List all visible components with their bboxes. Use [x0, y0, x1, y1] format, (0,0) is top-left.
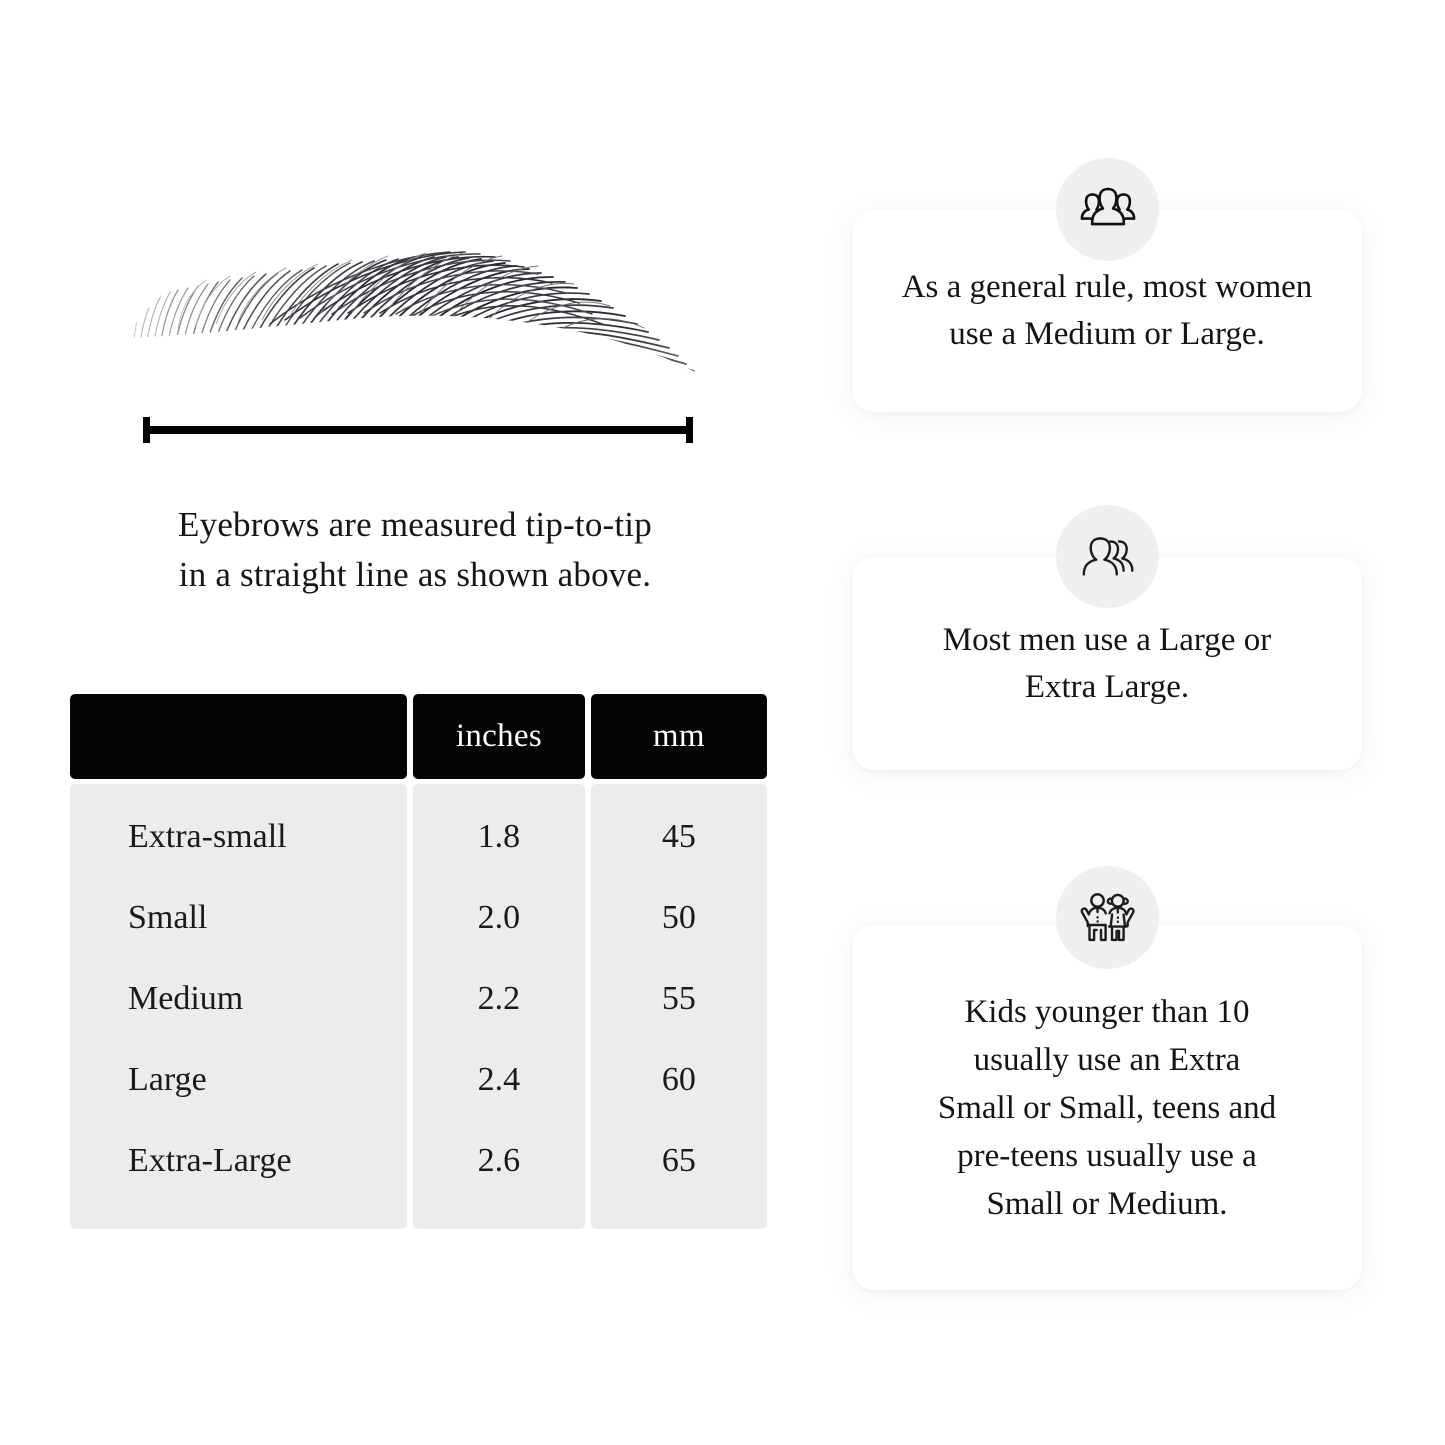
table-column-inches: 1.8 2.0 2.2 2.4 2.6	[413, 784, 585, 1229]
table-row: 45	[661, 817, 696, 855]
card-women-line-2: use a Medium or Large.	[949, 316, 1265, 352]
card-kids-line-4: pre-teens usually use a	[957, 1137, 1257, 1174]
table-row: 55	[661, 979, 696, 1017]
table-row: 2.2	[477, 979, 521, 1017]
card-men: Most men use a Large or Extra Large.	[852, 557, 1362, 770]
table-row: 2.0	[477, 898, 521, 936]
card-kids-text: Kids younger than 10 usually use an Extr…	[852, 988, 1362, 1228]
table-row: 2.4	[477, 1060, 521, 1098]
table-row: Medium	[128, 979, 244, 1017]
group-of-women-icon	[1056, 158, 1159, 261]
table-row: 1.8	[477, 817, 521, 855]
card-kids-line-2: usually use an Extra	[973, 1041, 1241, 1078]
table-header-size	[70, 694, 408, 779]
table-row: Extra-Large	[128, 1141, 292, 1179]
table-header-row: inches mm	[70, 694, 768, 779]
caption-line-1: Eyebrows are measured tip-to-tip	[178, 505, 652, 544]
table-column-size: Extra-small Small Medium Large Extra-Lar…	[70, 784, 408, 1229]
card-men-line-2: Extra Large.	[1024, 668, 1190, 705]
table-row: 50	[661, 898, 696, 936]
two-children-icon	[1056, 866, 1159, 969]
card-men-line-1: Most men use a Large or	[942, 621, 1272, 658]
eyebrow-illustration-icon	[120, 228, 720, 393]
measurement-bar-icon	[143, 413, 693, 447]
group-of-men-icon	[1056, 505, 1159, 608]
card-kids-line-5: Small or Medium.	[986, 1185, 1228, 1222]
guidance-cards-column: As a general rule, most women use a Medi…	[800, 0, 1445, 1445]
size-table: inches mm Extra-small Small Medium Large…	[70, 694, 768, 1229]
caption-line-2: in a straight line as shown above.	[178, 555, 652, 594]
card-kids-line-1: Kids younger than 10	[964, 993, 1250, 1030]
table-body: Extra-small Small Medium Large Extra-Lar…	[70, 784, 768, 1229]
card-women-line-1: As a general rule, most women	[901, 269, 1313, 305]
measurement-caption: Eyebrows are measured tip-to-tip in a st…	[70, 500, 760, 600]
table-header-mm: mm	[590, 694, 768, 779]
measurement-column: Eyebrows are measured tip-to-tip in a st…	[70, 228, 768, 1229]
card-men-text: Most men use a Large or Extra Large.	[852, 617, 1362, 711]
table-row: 2.6	[477, 1141, 521, 1179]
card-kids-line-3: Small or Small, teens and	[937, 1089, 1277, 1126]
table-column-mm: 45 50 55 60 65	[590, 784, 768, 1229]
table-row: Large	[128, 1060, 207, 1098]
table-row: Extra-small	[128, 817, 287, 855]
table-row: 65	[661, 1141, 696, 1179]
card-women-text: As a general rule, most women use a Medi…	[852, 264, 1362, 358]
table-header-inches: inches	[413, 694, 585, 779]
table-row: Small	[128, 898, 208, 936]
table-row: 60	[661, 1060, 696, 1098]
card-kids: Kids younger than 10 usually use an Extr…	[852, 925, 1362, 1290]
